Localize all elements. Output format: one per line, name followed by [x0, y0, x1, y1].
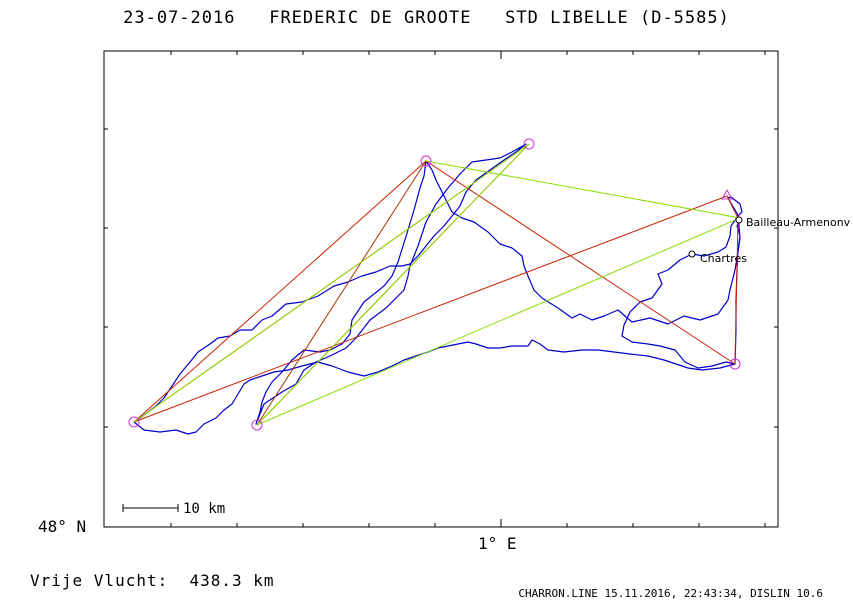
- place-chartres: Chartres: [688, 250, 747, 265]
- task-route-return: [256, 160, 427, 426]
- software-credit: CHARRON.LINE 15.11.2016, 22:43:34, DISLI…: [518, 587, 823, 600]
- x-tick-label: 1° E: [478, 534, 517, 553]
- y-tick-label: 48° N: [38, 517, 86, 536]
- start-marker: [721, 188, 733, 200]
- scale-bar: 10 km: [122, 501, 225, 517]
- distance-label: Vrije Vlucht:: [30, 571, 169, 590]
- turnpoint-marker: [420, 155, 432, 167]
- turnpoint-marker: [251, 419, 263, 431]
- gps-track: [133, 143, 743, 435]
- glider-name: STD LIBELLE (D-5585): [505, 8, 730, 28]
- x-axis-ticks: [103, 51, 766, 527]
- y-axis-ticks: [104, 128, 778, 528]
- pilot-name: FREDERIC DE GROOTE: [269, 8, 472, 28]
- place-bailleau: Bailleau-Armenonv: [735, 216, 851, 229]
- optimized-route: [133, 143, 742, 426]
- place-marker: [688, 250, 696, 258]
- flight-date: 23-07-2016: [123, 8, 236, 28]
- place-label: Chartres: [700, 252, 747, 265]
- flight-title: 23-07-2016 FREDERIC DE GROOTE STD LIBELL…: [0, 8, 853, 28]
- task-route: [133, 160, 739, 423]
- turnpoint-marker: [729, 358, 741, 370]
- scale-bar-label: 10 km: [183, 501, 225, 517]
- map-frame: [103, 50, 779, 528]
- place-marker: [735, 216, 743, 224]
- place-label: Bailleau-Armenonv: [746, 216, 851, 229]
- turnpoint-marker: [523, 138, 535, 150]
- turnpoints: [128, 138, 741, 431]
- distance-value: 438.3 km: [189, 571, 275, 590]
- turnpoint-marker: [128, 416, 140, 428]
- distance-summary: Vrije Vlucht: 438.3 km: [30, 571, 275, 590]
